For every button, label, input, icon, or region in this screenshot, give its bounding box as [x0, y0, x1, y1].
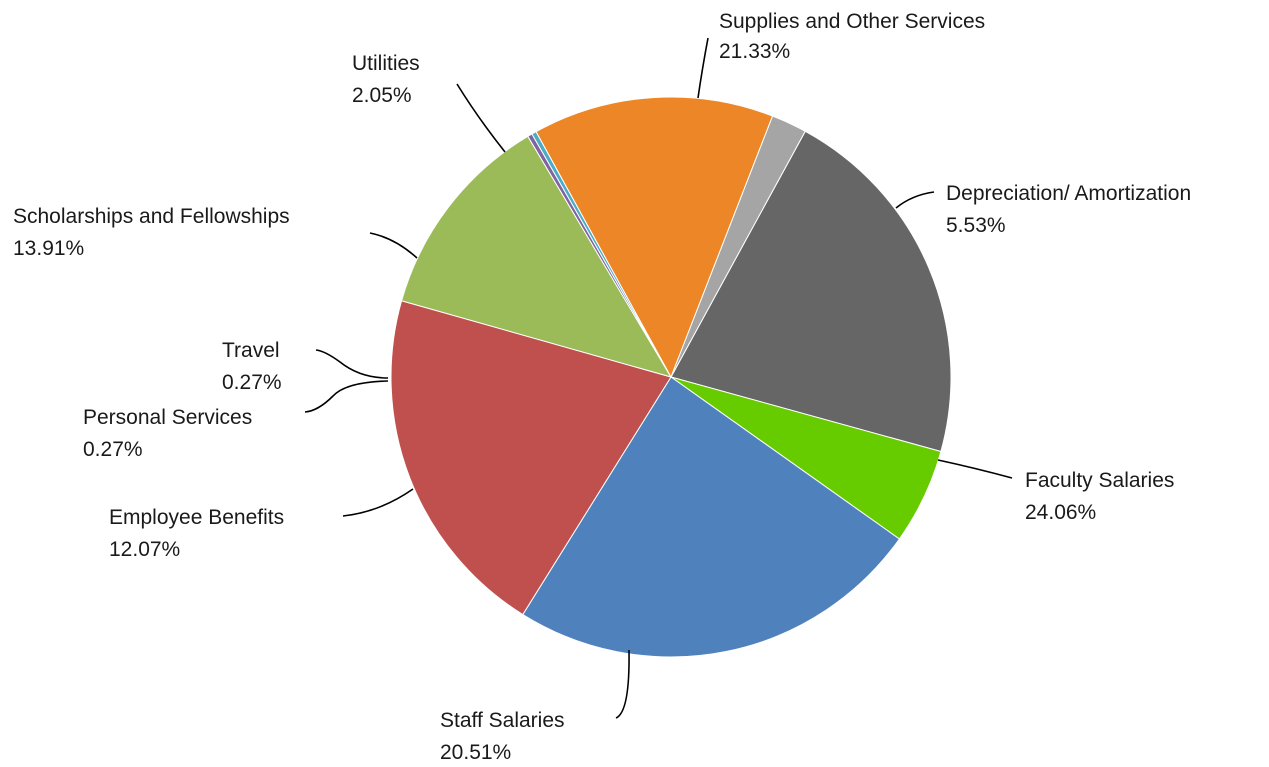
label-utilities-name: Utilities: [352, 52, 420, 75]
label-staff-pct: 20.51%: [440, 741, 511, 764]
leader-line-faculty: [937, 459, 1013, 479]
label-staff-name: Staff Salaries: [440, 709, 565, 732]
leader-lines: [304, 37, 1013, 719]
leader-line-utilities: [456, 83, 506, 153]
leader-line-depreciation: [895, 191, 935, 209]
label-utilities-pct: 2.05%: [352, 84, 412, 107]
label-personal-services-name: Personal Services: [83, 406, 252, 429]
label-faculty-name: Faculty Salaries: [1025, 469, 1174, 492]
label-employee-benefits-name: Employee Benefits: [109, 506, 284, 529]
label-scholarships-pct: 13.91%: [13, 237, 84, 260]
label-faculty-pct: 24.06%: [1025, 501, 1096, 524]
pie-slice-utilities: [670, 115, 806, 378]
pie-slice-staff-salaries: [390, 300, 672, 616]
label-travel-name: Travel: [222, 339, 280, 362]
leader-line-employee-benefits: [342, 488, 414, 517]
leader-line-travel: [315, 349, 389, 379]
label-supplies-pct: 21.33%: [719, 40, 790, 63]
pie-slice-employee-benefits: [400, 135, 673, 378]
label-depreciation-name: Depreciation/ Amortization: [946, 182, 1191, 205]
label-employee-benefits-pct: 12.07%: [109, 538, 180, 561]
leader-line-scholarships: [369, 232, 418, 259]
label-depreciation-pct: 5.53%: [946, 214, 1006, 237]
leader-line-supplies: [697, 37, 709, 99]
leader-line-personal-services: [304, 380, 389, 413]
label-supplies-name: Supplies and Other Services: [719, 10, 985, 33]
pie-slice-scholarships-and-fellowships: [535, 96, 774, 379]
label-travel-pct: 0.27%: [222, 371, 282, 394]
leader-line-staff: [615, 649, 630, 719]
pie-slice-supplies-and-other-services: [670, 130, 952, 453]
pie-slices: [390, 96, 952, 658]
label-personal-services-pct: 0.27%: [83, 438, 143, 461]
data-labels: Supplies and Other Services 21.33% Depre…: [13, 10, 1191, 764]
pie-slice-faculty-salaries: [522, 376, 901, 658]
label-scholarships-name: Scholarships and Fellowships: [13, 205, 290, 228]
